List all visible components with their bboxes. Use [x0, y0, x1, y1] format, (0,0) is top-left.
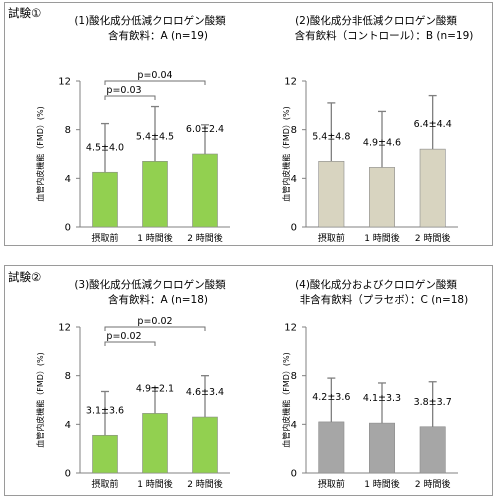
chart2-title: (2)酸化成分非低減クロロゲン酸類: [295, 14, 457, 27]
chart3-y-tick-label: 4: [65, 420, 71, 431]
chart4-y-tick-label: 8: [291, 371, 297, 382]
chart3-significance-bracket: [104, 326, 206, 331]
trial-2-label: 試験②: [8, 270, 42, 284]
chart1-x-tick-label: 摂取前: [91, 232, 118, 244]
chart1-y-tick-label: 0: [65, 223, 71, 234]
chart3-y-tick-label: 0: [65, 469, 71, 480]
chart1-data-label: 5.4±4.5: [136, 131, 174, 142]
trial-2-box: [4, 265, 493, 496]
chart4-x-tick-label: 2 時間後: [415, 478, 451, 490]
chart3-data-label: 4.9±2.1: [136, 383, 174, 394]
chart3-bar: [192, 416, 218, 474]
chart2-bar: [419, 148, 446, 228]
chart3-x-tick-label: 1 時間後: [137, 478, 173, 490]
chart4-y-tick-label: 0: [291, 469, 297, 480]
chart2-y-axis-label: 血管内皮機能（FMD）(%): [281, 106, 291, 202]
chart4-y-tick-label: 12: [284, 323, 297, 334]
chart1-subtitle: 含有飲料：A (n=19): [108, 29, 208, 42]
chart1-y-tick-label: 8: [65, 125, 71, 136]
chart4-y-tick-label: 4: [291, 420, 297, 431]
chart3-data-label: 4.6±3.4: [186, 387, 224, 398]
chart4-data-label: 3.8±3.7: [414, 397, 452, 408]
chart1-significance-bracket: [104, 95, 156, 100]
chart1-significance-label: p=0.04: [137, 70, 172, 81]
chart2-y-tick-label: 0: [291, 223, 297, 234]
chart3-y-axis-label: 血管内皮機能（FMD）(%): [35, 352, 45, 448]
chart2-subtitle: 含有飲料（コントロール）：B (n=19): [295, 29, 474, 42]
chart3-bar: [92, 434, 118, 474]
chart1-bar: [192, 153, 218, 228]
chart1-x-tick-label: 2 時間後: [187, 232, 223, 244]
chart1-x-tick-label: 1 時間後: [137, 232, 173, 244]
chart2-data-label: 4.9±4.6: [363, 137, 401, 148]
chart4-data-label: 4.1±3.3: [363, 393, 401, 404]
chart3-bar: [142, 413, 168, 474]
chart3-significance-label: p=0.02: [137, 316, 172, 327]
chart4-bar: [369, 422, 395, 474]
chart3-y-tick-label: 12: [58, 323, 71, 334]
chart1-significance-bracket: [104, 80, 206, 85]
chart2-bar: [318, 161, 345, 228]
chart1-y-tick-label: 12: [58, 77, 71, 88]
chart1-data-label: 6.0±2.4: [186, 124, 224, 135]
chart1-bar: [92, 171, 118, 228]
chart3-subtitle: 含有飲料：A (n=18): [108, 293, 208, 306]
chart4-x-tick-label: 摂取前: [318, 478, 345, 490]
chart4-data-label: 4.2±3.6: [312, 392, 350, 403]
chart2-x-tick-label: 2 時間後: [415, 232, 451, 244]
chart1-significance-label: p=0.03: [106, 85, 141, 96]
chart2-x-tick-label: 摂取前: [318, 232, 345, 244]
chart3-significance-label: p=0.02: [106, 331, 141, 342]
trial-1-box: [4, 2, 493, 246]
chart2-data-label: 5.4±4.8: [312, 131, 350, 142]
chart3-x-tick-label: 2 時間後: [187, 478, 223, 490]
chart2-x-tick-label: 1 時間後: [364, 232, 400, 244]
chart3-title: (3)酸化成分低減クロロゲン酸類: [74, 278, 226, 291]
chart2-bar: [369, 167, 395, 228]
chart1-y-tick-label: 4: [65, 174, 71, 185]
chart1-bar: [142, 161, 168, 228]
chart2-data-label: 6.4±4.4: [414, 119, 452, 130]
chart2-y-tick-label: 12: [284, 77, 297, 88]
chart4-y-axis-label: 血管内皮機能（FMD）(%): [281, 352, 291, 448]
chart4-subtitle: 非含有飲料（プラセボ）：C (n=18): [300, 293, 468, 306]
chart3-x-tick-label: 摂取前: [91, 478, 118, 490]
chart4-bar: [318, 421, 345, 474]
chart2-y-tick-label: 8: [291, 125, 297, 136]
chart3-data-label: 3.1±3.6: [86, 405, 124, 416]
chart4-title: (4)酸化成分およびクロロゲン酸類: [295, 278, 457, 291]
chart2-y-tick-label: 4: [291, 174, 297, 185]
chart4-bar: [419, 426, 446, 474]
chart3-y-tick-label: 8: [65, 371, 71, 382]
chart1-y-axis-label: 血管内皮機能（FMD）(%): [35, 106, 45, 202]
chart4-x-tick-label: 1 時間後: [364, 478, 400, 490]
chart1-title: (1)酸化成分低減クロロゲン酸類: [74, 14, 226, 27]
trial-1-label: 試験①: [8, 6, 42, 20]
chart3-significance-bracket: [104, 341, 156, 346]
chart1-data-label: 4.5±4.0: [86, 142, 124, 153]
